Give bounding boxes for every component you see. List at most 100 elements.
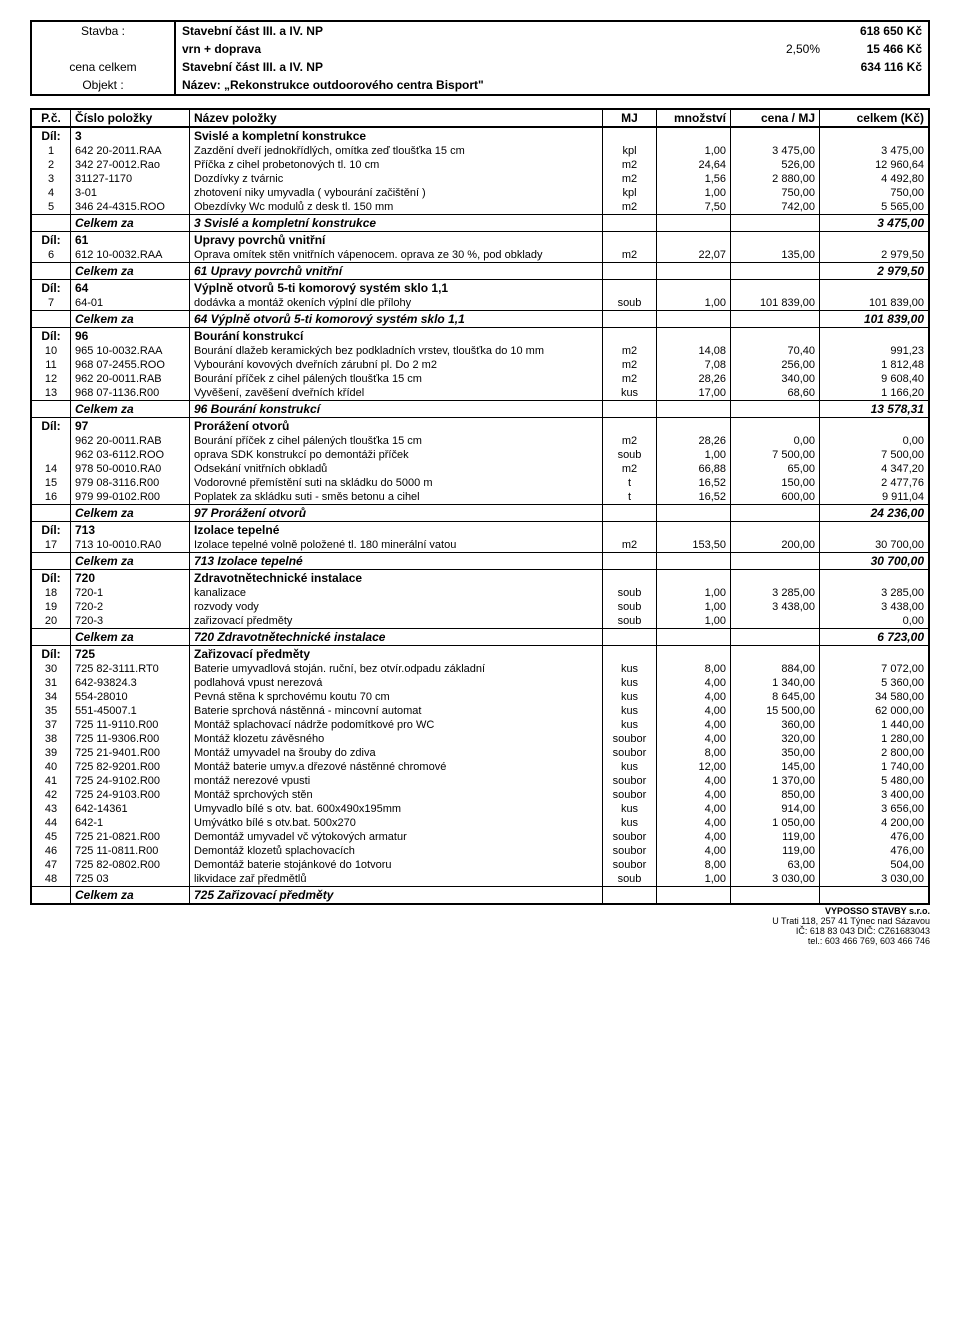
cell-code: 725 11-0811.R00 xyxy=(71,844,190,858)
cell-qty: 1,00 xyxy=(657,144,731,158)
cell-mj xyxy=(603,263,657,280)
cell-code: 725 11-9306.R00 xyxy=(71,732,190,746)
cell-pc: Díl: xyxy=(31,570,71,587)
cell-code: 965 10-0032.RAA xyxy=(71,344,190,358)
row-item: 1642 20-2011.RAAZazdění dveří jednokřídl… xyxy=(31,144,929,158)
hdr-value: 634 116 Kč xyxy=(826,58,929,76)
cell-mj xyxy=(603,401,657,418)
cell-qty: 14,08 xyxy=(657,344,731,358)
cell-qty: 4,00 xyxy=(657,718,731,732)
cell-qty: 4,00 xyxy=(657,830,731,844)
cell-qty: 1,00 xyxy=(657,448,731,462)
hdr-pct xyxy=(724,21,826,40)
cell-code: 979 99-0102.R00 xyxy=(71,490,190,505)
cell-unit: 101 839,00 xyxy=(731,296,820,311)
cell-pc: 34 xyxy=(31,690,71,704)
cell-pc: 42 xyxy=(31,788,71,802)
hdr-value: 618 650 Kč xyxy=(826,21,929,40)
cell-code: 3 xyxy=(71,127,190,144)
cell-qty: 1,00 xyxy=(657,296,731,311)
cell-unit xyxy=(731,887,820,905)
cell-tot: 0,00 xyxy=(820,434,930,448)
row-section: Díl:725Zařizovací předměty xyxy=(31,646,929,663)
cell-name: kanalizace xyxy=(190,586,603,600)
cell-qty: 4,00 xyxy=(657,788,731,802)
row-item: 39725 21-9401.R00Montáž umyvadel na šrou… xyxy=(31,746,929,760)
cell-qty xyxy=(657,887,731,905)
cell-tot: 5 565,00 xyxy=(820,200,930,215)
cell-qty xyxy=(657,418,731,435)
cell-qty xyxy=(657,232,731,249)
cell-name: Umývátko bílé s otv.bat. 500x270 xyxy=(190,816,603,830)
cell-pc xyxy=(31,887,71,905)
row-item: 45725 21-0821.R00Demontáž umyvadel vč vý… xyxy=(31,830,929,844)
row-item: 41725 24-9102.R00montáž nerezové vpustis… xyxy=(31,774,929,788)
cell-name: montáž nerezové vpusti xyxy=(190,774,603,788)
cell-tot: 3 030,00 xyxy=(820,872,930,887)
cell-code: 642-14361 xyxy=(71,802,190,816)
cell-pc: Díl: xyxy=(31,646,71,663)
cell-unit: 63,00 xyxy=(731,858,820,872)
cell-name: oprava SDK konstrukcí po demontáži příče… xyxy=(190,448,603,462)
cell-name: dodávka a montáž okeních výplní dle příl… xyxy=(190,296,603,311)
cell-pc: 48 xyxy=(31,872,71,887)
row-item: 35551-45007.1Baterie sprchová nástěnná -… xyxy=(31,704,929,718)
row-item: 19720-2rozvody vodysoub1,003 438,003 438… xyxy=(31,600,929,614)
cell-code: 720-1 xyxy=(71,586,190,600)
cell-name: 725 Zařizovací předměty xyxy=(190,887,603,905)
row-item: 30725 82-3111.RT0Baterie umyvadlová stoj… xyxy=(31,662,929,676)
cell-name: Pevná stěna k sprchovému koutu 70 cm xyxy=(190,690,603,704)
row-item: 962 03-6112.ROOoprava SDK konstrukcí po … xyxy=(31,448,929,462)
row-item: 13968 07-1136.R00Vyvěšení, zavěšení dveř… xyxy=(31,386,929,401)
row-item: 40725 82-9201.R00Montáž baterie umyv.a d… xyxy=(31,760,929,774)
cell-unit: 135,00 xyxy=(731,248,820,263)
cell-unit xyxy=(731,311,820,328)
row-item: 17713 10-0010.RA0Izolace tepelné volně p… xyxy=(31,538,929,553)
cell-code: 64 xyxy=(71,280,190,297)
cell-code: 725 21-0821.R00 xyxy=(71,830,190,844)
cell-mj xyxy=(603,311,657,328)
cell-mj: soub xyxy=(603,586,657,600)
cell-tot: 24 236,00 xyxy=(820,505,930,522)
cell-name: Oprava omítek stěn vnitřních vápenocem. … xyxy=(190,248,603,263)
row-item: 43-01zhotovení niky umyvadla ( vybourání… xyxy=(31,186,929,200)
cell-name: Vodorovné přemístění suti na skládku do … xyxy=(190,476,603,490)
cell-pc xyxy=(31,311,71,328)
cell-name: Bourání dlažeb keramických bez podkladní… xyxy=(190,344,603,358)
cell-tot: 2 800,00 xyxy=(820,746,930,760)
cell-qty xyxy=(657,553,731,570)
cell-mj xyxy=(603,232,657,249)
row-item: 11968 07-2455.ROOVybourání kovových dveř… xyxy=(31,358,929,372)
cell-tot: 12 960,64 xyxy=(820,158,930,172)
cell-qty xyxy=(657,401,731,418)
cell-name: Montáž splachovací nádrže podomítkové pr… xyxy=(190,718,603,732)
cell-mj: kus xyxy=(603,760,657,774)
cell-mj: soub xyxy=(603,614,657,629)
cell-code: 642-1 xyxy=(71,816,190,830)
cell-unit xyxy=(731,646,820,663)
cell-unit xyxy=(731,570,820,587)
cell-unit: 320,00 xyxy=(731,732,820,746)
cell-code: 725 03 xyxy=(71,872,190,887)
cell-tot: 3 438,00 xyxy=(820,600,930,614)
row-item: 962 20-0011.RABBourání příček z cihel pá… xyxy=(31,434,929,448)
cell-unit: 70,40 xyxy=(731,344,820,358)
cell-pc: 37 xyxy=(31,718,71,732)
cell-mj: soubor xyxy=(603,746,657,760)
cell-unit: 3 475,00 xyxy=(731,144,820,158)
cell-qty: 28,26 xyxy=(657,434,731,448)
cell-pc: Díl: xyxy=(31,418,71,435)
row-subtotal: Celkem za713 Izolace tepelné30 700,00 xyxy=(31,553,929,570)
cell-mj: kus xyxy=(603,386,657,401)
row-subtotal: Celkem za64 Výplně otvorů 5-ti komorový … xyxy=(31,311,929,328)
cell-code: 720-3 xyxy=(71,614,190,629)
cell-qty xyxy=(657,629,731,646)
cell-pc: 40 xyxy=(31,760,71,774)
cell-qty: 66,88 xyxy=(657,462,731,476)
cell-unit xyxy=(731,263,820,280)
cell-mj: m2 xyxy=(603,248,657,263)
cell-name: Zařizovací předměty xyxy=(190,646,603,663)
cell-tot: 1 166,20 xyxy=(820,386,930,401)
cell-mj: m2 xyxy=(603,344,657,358)
hdr-value xyxy=(826,76,929,95)
